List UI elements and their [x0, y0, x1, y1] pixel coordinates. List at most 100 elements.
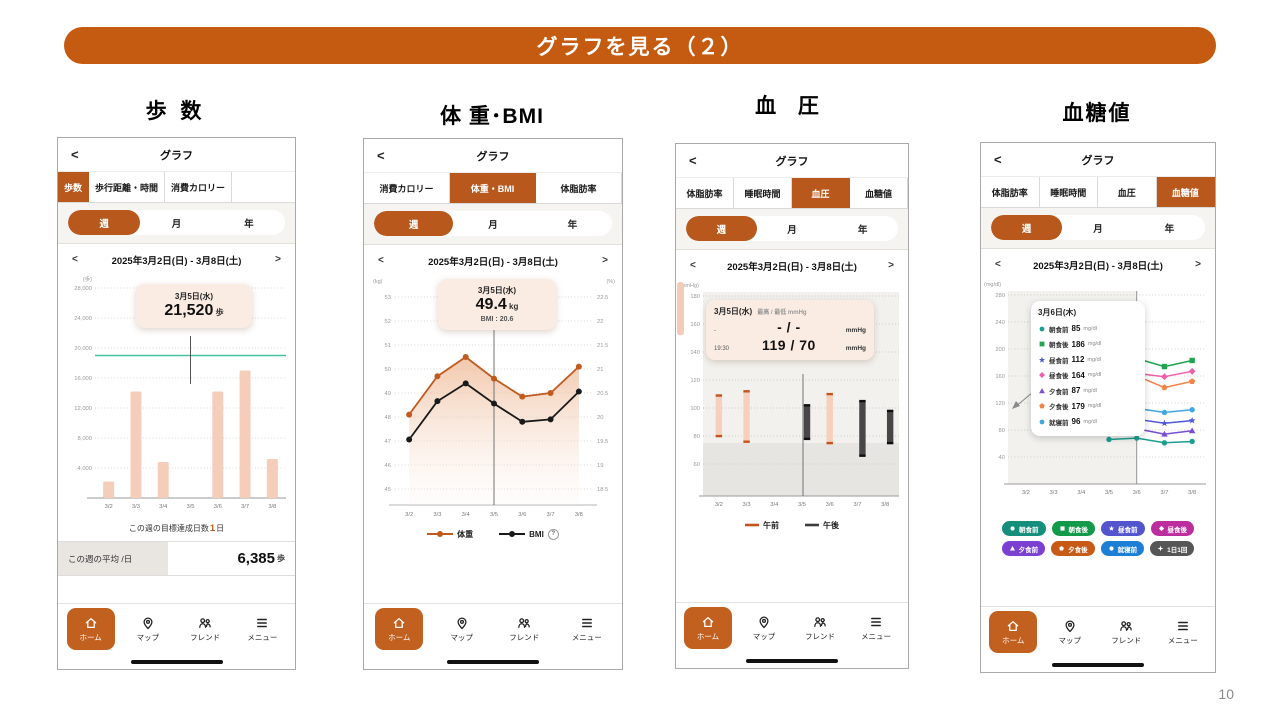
tab-血圧[interactable]: 血圧 [792, 178, 850, 208]
nav-item-friends[interactable]: フレンド [1102, 611, 1150, 653]
svg-text:(mmHg): (mmHg) [679, 283, 699, 289]
nav-item-menu[interactable]: メニュー [852, 607, 900, 649]
tab-体脂肪率[interactable]: 体脂肪率 [536, 173, 622, 203]
svg-text:22.5: 22.5 [597, 295, 608, 301]
tab-消費カロリー[interactable]: 消費カロリー [364, 173, 450, 203]
period-年[interactable]: 年 [244, 218, 254, 230]
next-week-icon[interactable]: > [1195, 259, 1201, 270]
legend-pill-就寝前[interactable]: 就寝前 [1100, 541, 1145, 556]
nav-item-home[interactable]: ホーム [66, 608, 115, 650]
nav-item-home[interactable]: ホーム [684, 607, 732, 649]
tab-体脂肪率[interactable]: 体脂肪率 [676, 178, 734, 208]
nav-item-map[interactable]: マップ [740, 607, 788, 649]
nav-item-friends[interactable]: フレンド [796, 607, 844, 649]
period-年[interactable]: 年 [857, 224, 868, 236]
home-indicator-bar[interactable] [746, 658, 838, 663]
nav-item-menu[interactable]: メニュー [238, 608, 286, 650]
tab-歩数[interactable]: 歩数 [58, 172, 90, 202]
nav-item-friends[interactable]: フレンド [500, 608, 548, 650]
nav-item-home[interactable]: ホーム [375, 608, 424, 650]
nav-item-menu[interactable]: メニュー [1159, 611, 1207, 653]
home-indicator-bar[interactable] [447, 659, 539, 664]
period-月[interactable]: 月 [171, 218, 182, 230]
svg-text:3/6: 3/6 [518, 512, 526, 518]
app-header-title: グラフ [775, 155, 809, 168]
next-week-icon[interactable]: > [275, 254, 281, 265]
period-年[interactable]: 年 [1164, 223, 1175, 235]
period-週[interactable]: 週 [374, 211, 454, 236]
period-週[interactable]: 週 [686, 216, 757, 241]
legend-pill-朝食後[interactable]: 朝食後 [1051, 521, 1095, 536]
legend-pills: 朝食前 朝食後 昼食前 昼食後夕食前 夕食後 就寝前 1日1回 [981, 521, 1215, 556]
tab-消費カロリー[interactable]: 消費カロリー [165, 172, 233, 202]
square-marker-icon [1039, 341, 1045, 347]
nav-item-map[interactable]: マップ [438, 608, 486, 650]
bmi-help-icon[interactable]: ? [547, 528, 559, 540]
nav-item-map[interactable]: マップ [124, 608, 172, 650]
nav-item-home[interactable]: ホーム [989, 611, 1038, 653]
legend-pill-朝食前[interactable]: 朝食前 [1002, 521, 1046, 536]
svg-text:240: 240 [995, 320, 1005, 326]
svg-text:21: 21 [597, 367, 603, 373]
next-week-icon[interactable]: > [602, 255, 608, 266]
prev-week-icon[interactable]: < [72, 254, 78, 265]
legend-午後: 午後 [805, 520, 839, 531]
blood-sugar-chart: 280 240 200 160 120 80 40 (mg/dl) 3/2 3/3 3/4 3/5 3/… [981, 277, 1215, 517]
svg-text:3/2: 3/2 [715, 502, 723, 508]
prev-week-icon[interactable]: < [378, 255, 384, 266]
tab-血糖値[interactable]: 血糖値 [850, 178, 908, 208]
svg-text:3/6: 3/6 [826, 502, 834, 508]
tooltip-row-夕食後: 夕食後 179 mg/dl [1038, 399, 1138, 415]
back-icon[interactable]: < [994, 152, 1002, 167]
tab-睡眠時間[interactable]: 睡眠時間 [1039, 177, 1098, 207]
tab-体重・BMI[interactable]: 体重・BMI [450, 173, 536, 203]
nav-item-map[interactable]: マップ [1046, 611, 1094, 653]
tab-歩行距離・時間[interactable]: 歩行距離・時間 [89, 172, 166, 202]
home-indicator-area [58, 654, 295, 669]
steps-chart: 28,000 24,000 20,000 16,000 12,000 8,000 4,000… [58, 272, 295, 520]
blood-sugar-tooltip: 3月6日(木) 朝食前 85 mg/dl 朝食後 186 mg/dl 昼食前 112 mg/dl 昼… [1031, 301, 1145, 436]
home-indicator-bar[interactable] [130, 659, 223, 664]
nav-label-friends: フレンド [190, 632, 221, 642]
tab-血糖値[interactable]: 血糖値 [1156, 177, 1215, 207]
legend-pill-夕食後[interactable]: 夕食後 [1051, 541, 1095, 556]
tab-体脂肪率[interactable]: 体脂肪率 [981, 177, 1040, 207]
page-number: 10 [1218, 686, 1234, 702]
period-月[interactable]: 月 [787, 224, 797, 236]
svg-text:3/5: 3/5 [1105, 490, 1113, 496]
home-indicator-area [981, 657, 1215, 672]
tooltip-series-label: 夕食前 [1049, 388, 1069, 396]
legend-pill-1日1回[interactable]: 1日1回 [1150, 541, 1195, 556]
period-年[interactable]: 年 [567, 219, 578, 231]
home-indicator-bar[interactable] [1052, 662, 1144, 667]
period-週[interactable]: 週 [68, 210, 141, 235]
nav-item-friends[interactable]: フレンド [181, 608, 229, 650]
legend-pill-夕食前[interactable]: 夕食前 [1001, 541, 1046, 556]
svg-text:20.5: 20.5 [597, 391, 608, 397]
prev-week-icon[interactable]: < [690, 260, 696, 271]
period-月[interactable]: 月 [1093, 223, 1103, 235]
slide-title: グラフを見る（２） [536, 35, 744, 59]
nav-item-menu[interactable]: メニュー [563, 608, 611, 650]
tab-血圧[interactable]: 血圧 [1098, 177, 1157, 207]
prev-week-icon[interactable]: < [995, 259, 1001, 270]
legend-pill-昼食後[interactable]: 昼食後 [1150, 521, 1194, 536]
legend-pill-昼食前[interactable]: 昼食前 [1101, 521, 1145, 536]
tab-睡眠時間[interactable]: 睡眠時間 [734, 178, 792, 208]
back-icon[interactable]: < [71, 147, 79, 162]
period-月[interactable]: 月 [488, 219, 498, 231]
metric-tabs: 歩数 歩行距離・時間 消費カロリー [58, 172, 295, 203]
next-week-icon[interactable]: > [888, 260, 894, 271]
svg-text:160: 160 [995, 374, 1005, 380]
phone-screenshot-blood-pressure: < グラフ 体脂肪率 睡眠時間 血圧 血糖値週 月 年 <2025年3月2日(日) - 3月8日… [675, 143, 909, 669]
back-icon[interactable]: < [689, 153, 697, 168]
legend-label: 午後 [823, 520, 839, 530]
svg-text:100: 100 [690, 406, 700, 412]
tooltip-series-label: 夕食後 [1049, 404, 1069, 412]
tooltip-value-row: 21,520 歩 [140, 302, 248, 320]
goal-text-suffix: 日 [216, 523, 225, 533]
svg-text:45: 45 [385, 487, 391, 493]
back-icon[interactable]: < [377, 148, 385, 163]
period-週[interactable]: 週 [991, 215, 1063, 240]
pill-label: 朝食後 [1068, 526, 1089, 534]
